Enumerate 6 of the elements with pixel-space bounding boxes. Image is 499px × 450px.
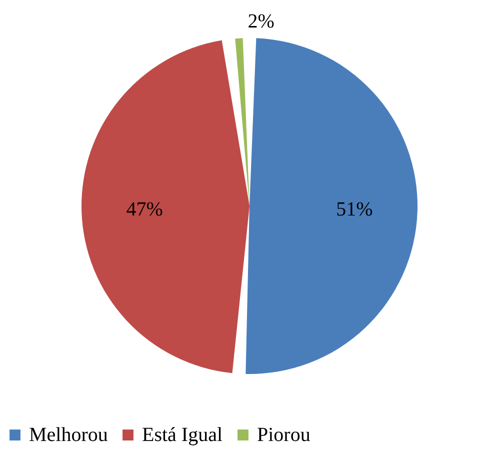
data-label: 51% bbox=[336, 198, 373, 220]
legend-label: Melhorou bbox=[29, 424, 108, 446]
data-label: 2% bbox=[248, 10, 274, 32]
data-label: 47% bbox=[126, 198, 163, 220]
legend-label: Está Igual bbox=[142, 424, 223, 446]
legend-label: Piorou bbox=[257, 424, 310, 446]
